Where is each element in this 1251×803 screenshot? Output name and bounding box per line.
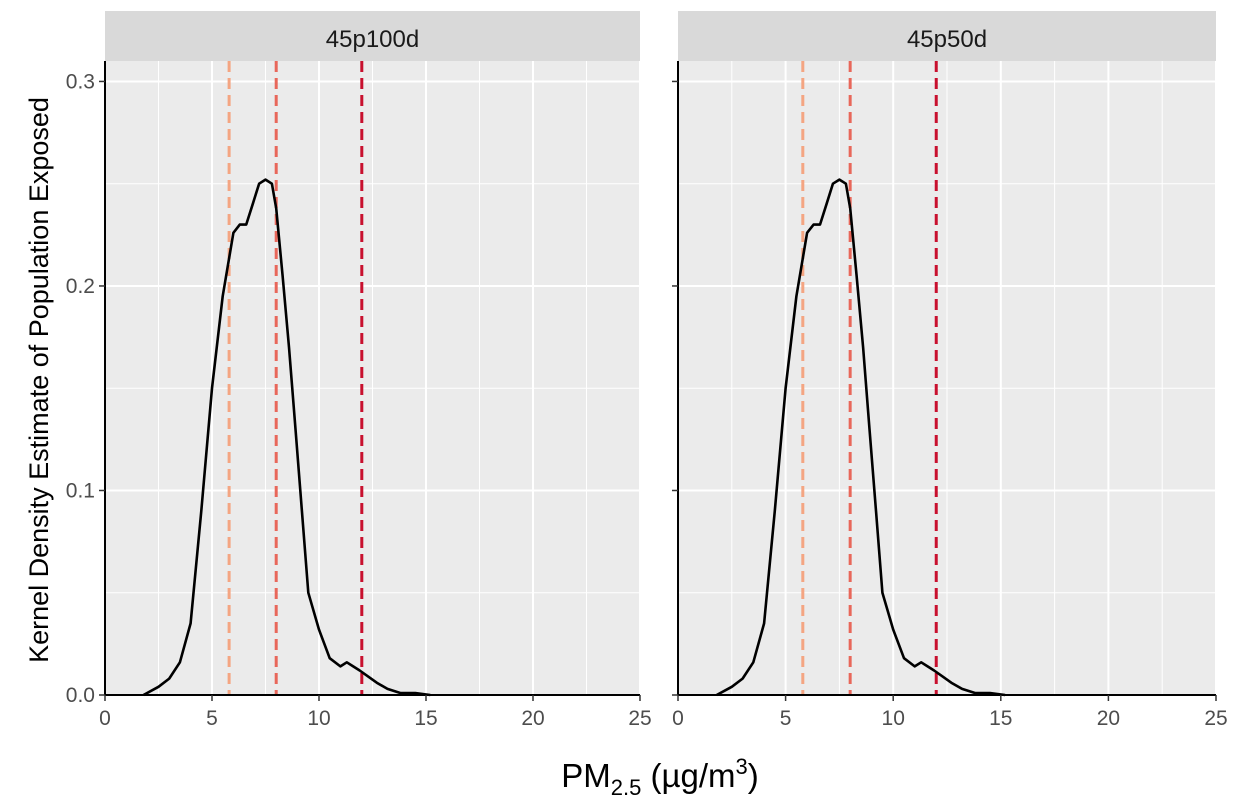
x-tick-label: 10 <box>307 707 330 730</box>
x-axis-title-unit: (µg/m <box>641 757 735 794</box>
x-tick-label: 20 <box>1097 707 1120 730</box>
facet-strip-label: 45p50d <box>907 26 987 53</box>
x-tick-label: 15 <box>989 707 1012 730</box>
x-tick-label: 25 <box>628 707 651 730</box>
y-tick-label: 0.2 <box>66 275 95 298</box>
y-tick-label: 0.0 <box>66 684 95 707</box>
y-tick-label: 0.1 <box>66 479 95 502</box>
x-tick-label: 20 <box>521 707 544 730</box>
facet-panel-1: 45p50d 0 5 10 15 20 25 <box>672 11 1228 730</box>
x-axis-title-main: PM <box>561 757 611 794</box>
x-tick-label: 25 <box>1204 707 1227 730</box>
x-tick-label: 0 <box>99 707 111 730</box>
x-axis-title-superscript: 3 <box>736 754 748 779</box>
panels-layer: 45p100d 0 5 10 15 20 25 45p50d 0 5 10 15 20 25 <box>99 11 1228 730</box>
x-axis-title: PM2.5 (µg/m3) <box>561 754 759 800</box>
facet-strip <box>105 11 640 61</box>
y-tick-label: 0.3 <box>66 70 95 93</box>
facet-strip <box>678 11 1216 61</box>
density-curve <box>142 178 431 697</box>
x-axis-title-subscript: 2.5 <box>611 775 642 800</box>
y-axis: 0.0 0.1 0.2 0.3 <box>66 70 95 707</box>
density-curve <box>716 178 1006 697</box>
facet-panel-0: 45p100d 0 5 10 15 20 25 <box>99 11 652 730</box>
facet-strip-label: 45p100d <box>326 26 419 53</box>
x-tick-label: 15 <box>414 707 437 730</box>
y-axis-title: Kernel Density Estimate of Population Ex… <box>24 97 54 663</box>
x-tick-label: 0 <box>672 707 684 730</box>
x-tick-label: 5 <box>206 707 218 730</box>
x-tick-label: 5 <box>780 707 792 730</box>
x-axis-title-unit-close: ) <box>748 757 759 794</box>
x-tick-label: 10 <box>882 707 905 730</box>
